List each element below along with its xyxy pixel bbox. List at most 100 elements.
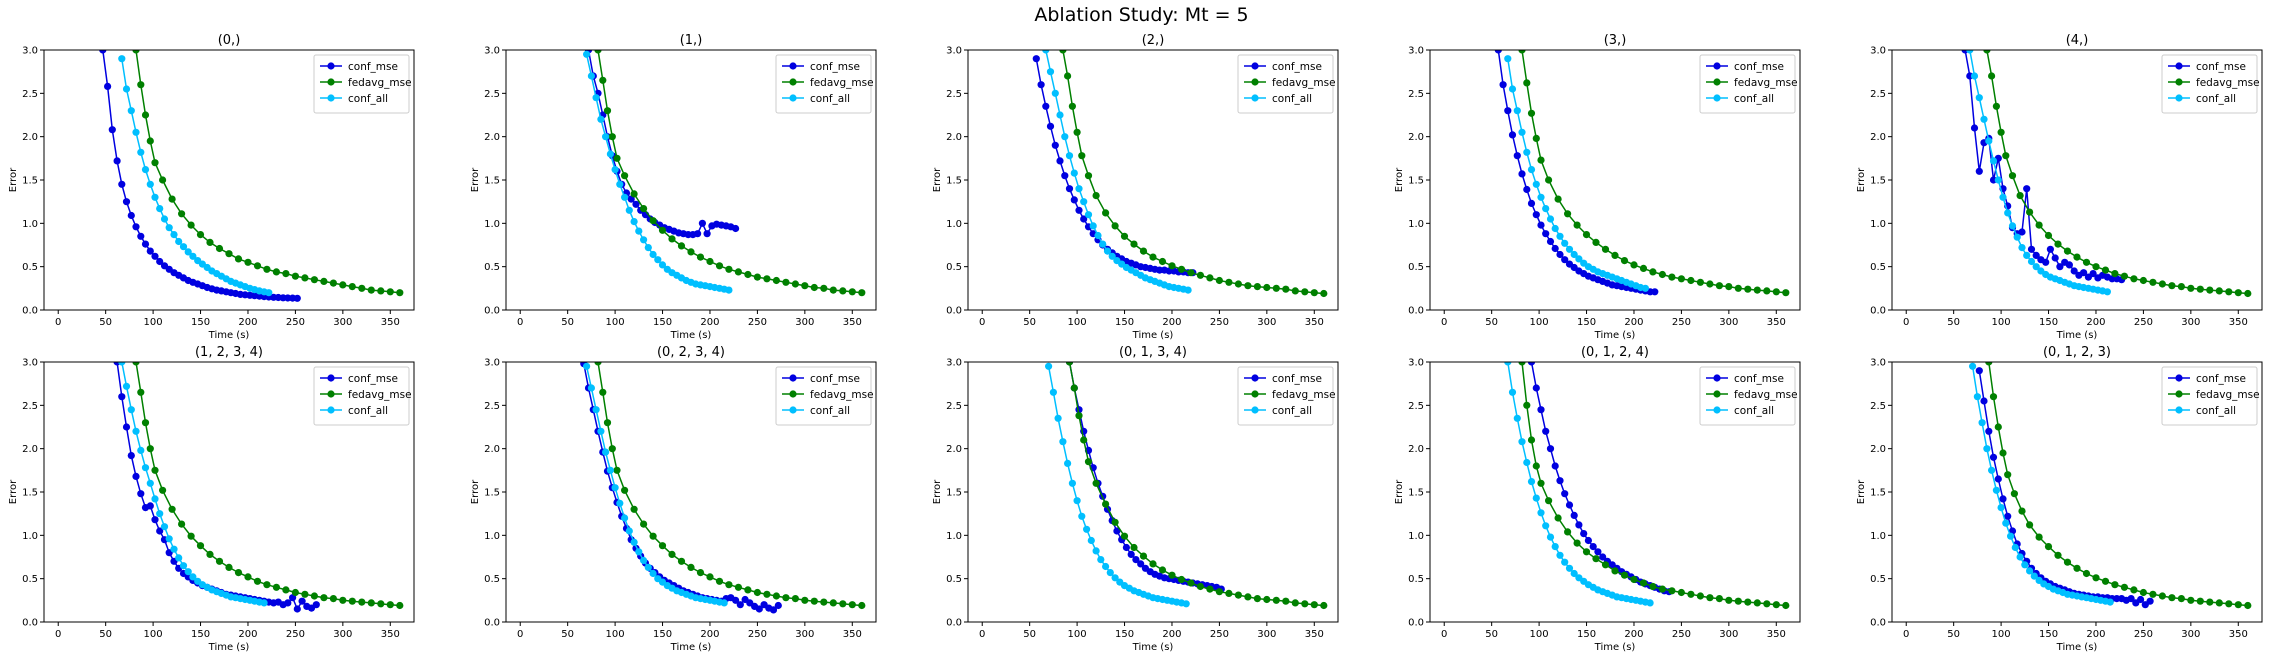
data-point-fedavg_mse bbox=[753, 273, 762, 281]
legend: conf_mse fedavg_mse conf_all bbox=[1699, 366, 1798, 426]
legend-label-conf_mse: conf_mse bbox=[2196, 61, 2246, 73]
data-point-fedavg_mse bbox=[1310, 289, 1318, 297]
legend-marker-fedavg_mse bbox=[1713, 390, 1721, 398]
data-point-conf_all bbox=[616, 499, 624, 507]
data-point-conf_all bbox=[1527, 166, 1536, 174]
data-point-conf_mse bbox=[632, 200, 640, 208]
data-point-conf_all bbox=[2027, 257, 2036, 266]
data-point-fedavg_mse bbox=[1985, 362, 1993, 366]
data-point-conf_all bbox=[1542, 522, 1550, 530]
data-point-conf_mse bbox=[732, 596, 740, 604]
x-tick-label: 300 bbox=[333, 317, 352, 328]
data-point-fedavg_mse bbox=[168, 505, 176, 513]
data-point-fedavg_mse bbox=[225, 250, 233, 258]
data-point-conf_mse bbox=[774, 601, 782, 610]
data-point-fedavg_mse bbox=[1282, 285, 1290, 293]
data-point-conf_mse bbox=[1580, 530, 1588, 538]
data-point-fedavg_mse bbox=[1187, 579, 1195, 587]
legend-marker-conf_mse bbox=[1251, 374, 1259, 382]
data-point-conf_mse bbox=[127, 452, 135, 460]
subplot-title: (0,) bbox=[218, 33, 241, 48]
y-tick-label: 0.0 bbox=[1408, 306, 1424, 317]
data-point-conf_all bbox=[141, 166, 150, 174]
y-tick-label: 2.5 bbox=[1408, 401, 1424, 412]
data-point-fedavg_mse bbox=[848, 288, 856, 296]
data-point-fedavg_mse bbox=[1111, 518, 1119, 526]
subplot-title: (3,) bbox=[1604, 33, 1627, 48]
data-point-fedavg_mse bbox=[1696, 278, 1704, 286]
y-tick-label: 3.0 bbox=[1870, 358, 1886, 369]
x-tick-label: 350 bbox=[381, 317, 400, 328]
x-tick-label: 200 bbox=[2086, 629, 2105, 640]
data-point-conf_all bbox=[1994, 176, 2002, 184]
data-point-fedavg_mse bbox=[744, 270, 752, 279]
data-point-conf_all bbox=[587, 384, 596, 392]
x-tick-label: 300 bbox=[2181, 317, 2200, 328]
y-tick-label: 0.5 bbox=[22, 262, 38, 273]
data-point-fedavg_mse bbox=[272, 583, 280, 591]
data-point-fedavg_mse bbox=[1782, 289, 1790, 297]
data-point-fedavg_mse bbox=[1989, 393, 1998, 401]
x-tick-label: 250 bbox=[1210, 629, 1229, 640]
x-axis-label: Time (s) bbox=[670, 330, 712, 341]
data-point-conf_mse bbox=[769, 606, 778, 614]
plot-area bbox=[1969, 362, 2252, 610]
data-point-fedavg_mse bbox=[244, 258, 252, 266]
x-tick-label: 0 bbox=[55, 629, 61, 640]
y-tick-label: 3.0 bbox=[22, 46, 38, 57]
data-point-conf_mse bbox=[1575, 521, 1583, 529]
data-point-fedavg_mse bbox=[608, 133, 616, 141]
data-point-conf_mse bbox=[1556, 250, 1564, 259]
y-tick-label: 2.0 bbox=[1870, 444, 1886, 455]
x-tick-label: 350 bbox=[1767, 629, 1786, 640]
legend-label-conf_all: conf_all bbox=[1272, 405, 1312, 417]
data-point-fedavg_mse bbox=[1301, 600, 1309, 608]
data-point-fedavg_mse bbox=[640, 520, 648, 528]
data-point-fedavg_mse bbox=[1545, 176, 1553, 184]
data-point-fedavg_mse bbox=[1075, 412, 1083, 420]
legend: conf_mse fedavg_mse conf_all bbox=[1699, 54, 1798, 114]
y-tick-label: 0.0 bbox=[1408, 618, 1424, 629]
y-tick-label: 2.0 bbox=[484, 444, 500, 455]
subplot-2: (2,) 0 50 100 150 200 250 300 350 0.0 0.5 1.0 1.5 2.0… bbox=[932, 33, 1339, 341]
data-point-conf_all bbox=[1546, 533, 1555, 541]
legend-marker-conf_all bbox=[327, 94, 335, 102]
legend-label-fedavg_mse: fedavg_mse bbox=[810, 77, 874, 89]
y-tick-label: 2.5 bbox=[1870, 89, 1886, 100]
data-point-fedavg_mse bbox=[2225, 600, 2233, 608]
data-point-fedavg_mse bbox=[706, 257, 714, 266]
data-point-fedavg_mse bbox=[1059, 50, 1067, 54]
plot-area bbox=[1961, 50, 2252, 298]
axes-frame bbox=[1891, 361, 2263, 623]
data-point-conf_all bbox=[625, 527, 633, 535]
legend-marker-conf_mse bbox=[327, 374, 335, 382]
axes-frame bbox=[967, 49, 1339, 311]
data-point-fedavg_mse bbox=[2073, 253, 2081, 261]
x-axis-label: Time (s) bbox=[1594, 330, 1636, 341]
data-point-fedavg_mse bbox=[2120, 583, 2128, 591]
data-point-fedavg_mse bbox=[1658, 585, 1666, 593]
data-point-conf_mse bbox=[99, 50, 107, 54]
data-point-fedavg_mse bbox=[2130, 586, 2138, 594]
data-point-conf_all bbox=[1084, 211, 1093, 219]
data-point-fedavg_mse bbox=[132, 50, 140, 54]
data-point-fedavg_mse bbox=[159, 176, 167, 184]
data-point-conf_all bbox=[2011, 543, 2019, 552]
y-tick-label: 0.5 bbox=[946, 574, 962, 585]
data-point-conf_all bbox=[1973, 393, 1981, 401]
legend-marker-conf_mse bbox=[1713, 62, 1721, 70]
subplot-title: (0, 2, 3, 4) bbox=[657, 345, 725, 360]
data-point-conf_mse bbox=[694, 230, 702, 238]
y-tick-label: 1.0 bbox=[1870, 531, 1886, 542]
data-point-conf_mse bbox=[127, 211, 135, 220]
legend-marker-conf_all bbox=[2175, 94, 2183, 102]
data-point-fedavg_mse bbox=[772, 276, 781, 285]
data-point-conf_all bbox=[1527, 478, 1536, 486]
data-point-conf_all bbox=[1513, 107, 1521, 115]
data-point-fedavg_mse bbox=[621, 486, 629, 494]
x-tick-label: 300 bbox=[1257, 629, 1276, 640]
data-point-conf_all bbox=[611, 484, 619, 492]
data-point-fedavg_mse bbox=[1696, 592, 1704, 600]
data-point-fedavg_mse bbox=[263, 581, 271, 589]
data-point-conf_mse bbox=[1527, 199, 1536, 207]
